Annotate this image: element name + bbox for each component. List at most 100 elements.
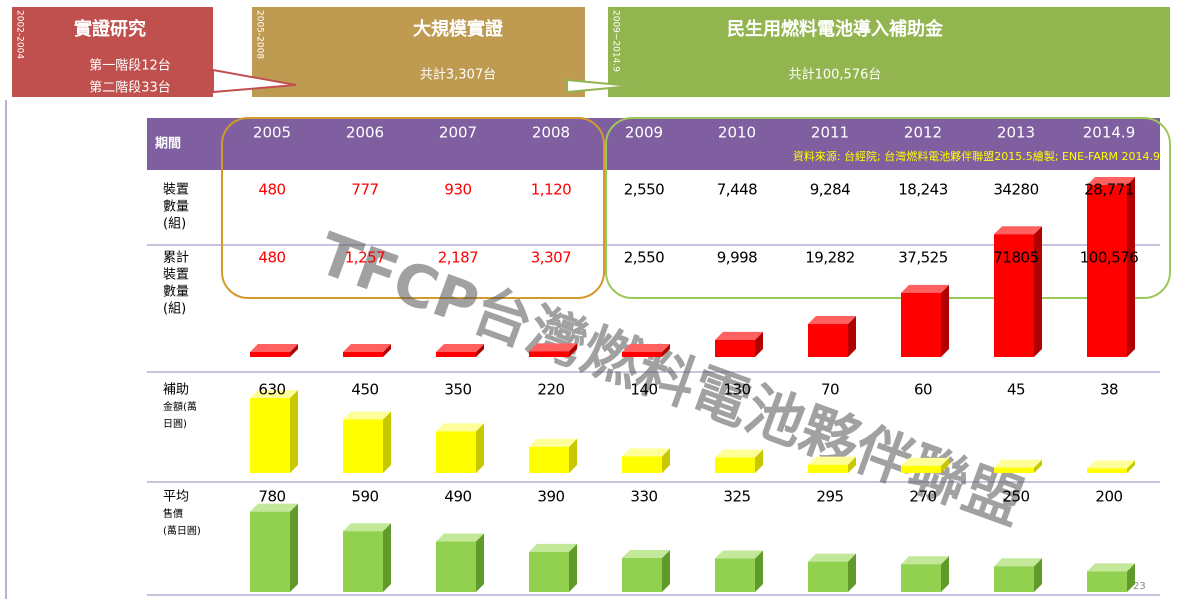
source-note: 資料來源: 台經院; 台灣燃料電池夥伴聯盟2015.5繪製; ENE-FARM … — [793, 149, 1160, 163]
bar — [1087, 185, 1127, 357]
bar — [622, 558, 662, 592]
bar-top — [715, 331, 763, 340]
cell-value: 220 — [537, 381, 564, 399]
bar-top — [622, 448, 670, 457]
cell-value: 70 — [821, 381, 839, 399]
bar-side — [941, 284, 949, 357]
period-box — [12, 7, 213, 97]
bar — [622, 456, 662, 473]
cell-value: 480 — [258, 181, 285, 199]
bar-top — [1087, 563, 1135, 572]
bar-side — [662, 344, 670, 357]
bar-top — [436, 533, 484, 542]
bar — [1087, 571, 1127, 592]
bar — [1087, 468, 1127, 473]
cell-value: 930 — [444, 181, 471, 199]
bar-side — [941, 457, 949, 473]
year-header: 2013 — [997, 124, 1035, 142]
period-line: 共計3,307台 — [420, 67, 496, 83]
row-label: (組) — [163, 302, 186, 317]
cell-value: 45 — [1007, 381, 1025, 399]
year-header: 2011 — [811, 124, 849, 142]
bar-top — [715, 449, 763, 458]
period-title: 大規模實證 — [413, 18, 504, 40]
bar-side — [476, 533, 484, 592]
bar — [994, 566, 1034, 592]
period-line: 第一階段12台 — [89, 59, 171, 74]
cell-value: 140 — [630, 381, 657, 399]
group-outline — [605, 117, 1171, 299]
bar-top — [343, 344, 391, 352]
bar-side — [1127, 563, 1135, 592]
cell-value: 130 — [723, 381, 750, 399]
bar — [343, 531, 383, 592]
bar — [343, 419, 383, 473]
row-label: (萬日圓) — [163, 524, 201, 537]
year-header: 2009 — [625, 124, 663, 142]
cell-value: 18,243 — [898, 181, 948, 199]
year-header: 2010 — [718, 124, 756, 142]
cell-value: 34280 — [993, 181, 1038, 199]
bar-side — [1034, 459, 1042, 473]
bar — [250, 398, 290, 473]
period-line: 第二階段33台 — [89, 81, 171, 96]
row-label: 平均 — [163, 490, 189, 505]
cell-value: 7,448 — [717, 181, 757, 199]
period-range: 2005-2008 — [255, 10, 265, 59]
bar — [343, 352, 383, 357]
page-number: 23 — [1133, 581, 1146, 592]
bar — [436, 541, 476, 592]
bar-side — [755, 449, 763, 473]
cell-value: 295 — [816, 488, 843, 506]
callout-arrow — [566, 78, 633, 94]
year-header: 2007 — [439, 124, 477, 142]
bar — [994, 234, 1034, 357]
cell-value: 590 — [351, 488, 378, 506]
cell-value: 450 — [351, 381, 378, 399]
cell-value: 777 — [351, 181, 378, 199]
bar-side — [383, 411, 391, 473]
bar-top — [808, 553, 856, 562]
bar — [250, 352, 290, 357]
bar-side — [848, 456, 856, 473]
bar — [994, 467, 1034, 473]
row-label: 數量 — [163, 285, 189, 300]
bar-side — [755, 550, 763, 592]
bar-top — [994, 459, 1042, 468]
bar-top — [343, 523, 391, 532]
callout-arrow — [212, 68, 297, 94]
bar-top — [343, 411, 391, 420]
period-title: 民生用燃料電池導入補助金 — [727, 18, 944, 40]
cell-value: 3,307 — [531, 249, 571, 267]
cell-value: 9,998 — [717, 249, 757, 267]
year-header: 2006 — [346, 124, 384, 142]
bar-side — [476, 423, 484, 473]
row-label: 售價 — [163, 507, 183, 520]
period-range: 2002-2004 — [15, 10, 25, 59]
year-header: 2014.9 — [1083, 124, 1136, 142]
bar-side — [1127, 177, 1135, 357]
bar-side — [290, 503, 298, 592]
bar-top — [622, 344, 670, 352]
bar-top — [1087, 460, 1135, 469]
cell-value: 38 — [1100, 381, 1118, 399]
cell-value: 28,771 — [1084, 181, 1134, 199]
cell-value: 19,282 — [805, 249, 855, 267]
cell-value: 1,257 — [345, 249, 385, 267]
period-line: 共計100,576台 — [789, 67, 882, 83]
cell-value: 9,284 — [810, 181, 850, 199]
cell-value: 490 — [444, 488, 471, 506]
cell-value: 390 — [537, 488, 564, 506]
bar-side — [848, 316, 856, 357]
bar — [529, 551, 569, 592]
year-header: 2008 — [532, 124, 570, 142]
cell-value: 60 — [914, 381, 932, 399]
bar-side — [755, 331, 763, 357]
bar-top — [901, 556, 949, 565]
bar-side — [1034, 558, 1042, 592]
bar-side — [1127, 460, 1135, 473]
bar-side — [476, 344, 484, 357]
year-header: 2005 — [253, 124, 291, 142]
cell-value: 2,187 — [438, 249, 478, 267]
